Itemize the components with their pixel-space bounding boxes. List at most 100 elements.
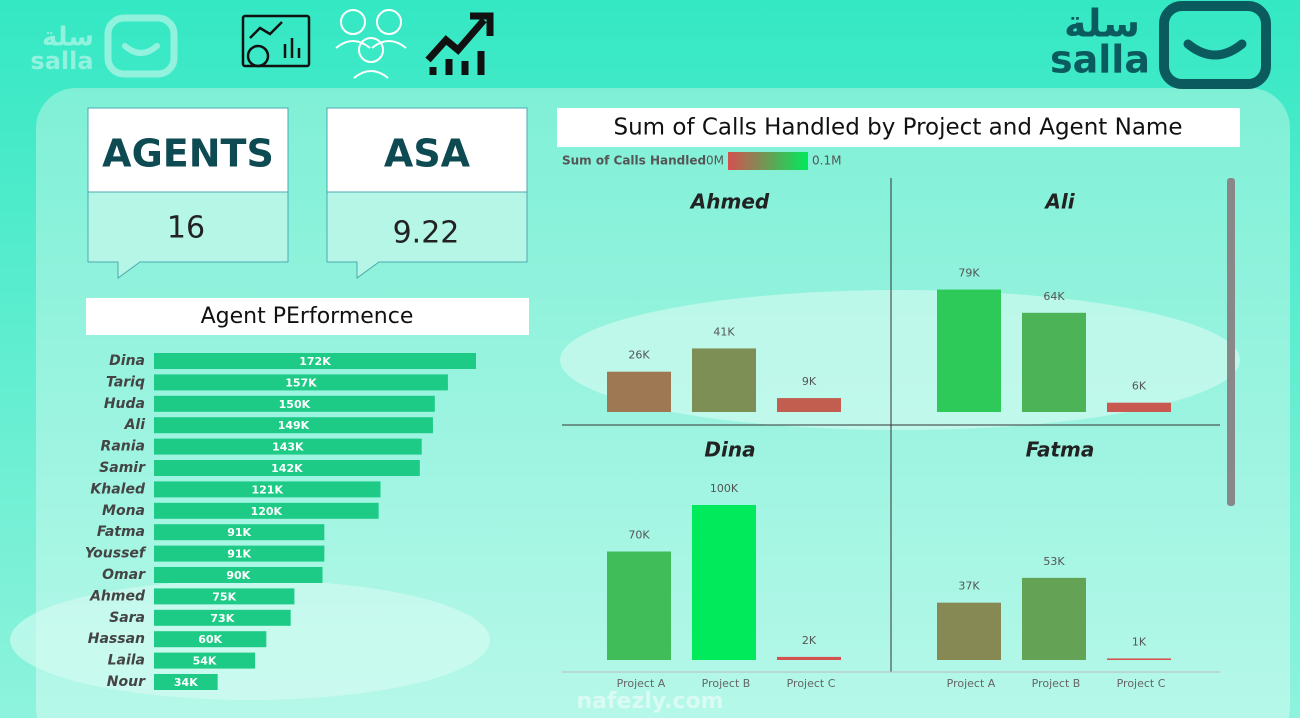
bar (1107, 402, 1171, 412)
value-label: 73K (210, 612, 234, 625)
bar (937, 602, 1001, 660)
card-value: 9.22 (393, 216, 460, 251)
bar (154, 588, 295, 605)
legend-max: 0.1M (812, 154, 841, 168)
bar (154, 417, 433, 434)
value-label: 150K (279, 398, 311, 411)
y-tick-label: Ahmed (89, 588, 146, 604)
bar (154, 502, 379, 519)
value-label: 91K (227, 548, 251, 561)
logo-faint: سلة salla (30, 14, 178, 78)
brand-latin: salla (30, 47, 93, 75)
value-label: 60K (198, 633, 222, 646)
value-label: 172K (299, 355, 331, 368)
bar (154, 374, 448, 391)
bar (154, 609, 291, 626)
legend-min: 0M (706, 154, 724, 168)
value-label: 54K (193, 655, 217, 668)
brand-arabic: سلة (1064, 2, 1140, 46)
panel-title: Dina (704, 438, 755, 462)
y-tick-label: Ali (124, 417, 146, 433)
legend-title: Sum of Calls Handled (562, 154, 706, 168)
bar (1022, 312, 1086, 412)
brand-latin: salla (1050, 38, 1150, 82)
watermark: nafezly.com (576, 689, 723, 714)
bar (777, 656, 841, 660)
y-tick-label: Fatma (97, 524, 145, 540)
chart-title: Agent PErformence (201, 304, 414, 329)
panel-title: Ali (1043, 190, 1075, 214)
bar (1107, 658, 1171, 660)
value-label: 53K (1043, 555, 1065, 568)
value-label: 75K (212, 590, 236, 603)
bar (154, 395, 435, 412)
value-label: 37K (958, 580, 980, 593)
bar (777, 398, 841, 412)
value-label: 41K (713, 325, 735, 338)
card-value: 16 (167, 211, 205, 246)
y-tick-label: Laila (108, 653, 145, 669)
x-tick-label: Project A (617, 677, 666, 690)
chart-title: Sum of Calls Handled by Project and Agen… (614, 115, 1183, 141)
value-label: 2K (802, 634, 817, 647)
scrollbar (1227, 178, 1235, 506)
title-box (86, 298, 529, 335)
panel-title: Fatma (1026, 438, 1095, 462)
y-tick-label: Rania (101, 439, 145, 455)
bar (154, 674, 218, 690)
y-tick-label: Youssef (85, 546, 147, 562)
title-box (557, 108, 1240, 147)
value-label: 121K (252, 483, 284, 496)
y-tick-label: Sara (109, 610, 145, 626)
value-label: 9K (802, 375, 817, 388)
y-tick-label: Mona (102, 503, 145, 519)
x-tick-label: Project B (702, 677, 751, 690)
bar (937, 289, 1001, 412)
value-label: 157K (285, 376, 317, 389)
bar (154, 567, 323, 583)
panel-title: Ahmed (689, 190, 770, 214)
card-asa: ASA 9.22 (326, 107, 528, 279)
y-tick-label: Huda (104, 396, 145, 412)
value-label: 142K (271, 462, 303, 475)
y-tick-label: Khaled (90, 481, 146, 497)
bar (154, 438, 422, 455)
logo-mark (1159, 1, 1271, 89)
value-label: 70K (628, 529, 650, 542)
bar (154, 524, 325, 541)
bar (1022, 577, 1086, 660)
x-tick-label: Project B (1032, 677, 1081, 690)
bar (154, 353, 476, 369)
y-tick-label: Omar (102, 567, 146, 583)
card-agents: AGENTS 16 (87, 107, 289, 279)
value-label: 6K (1132, 380, 1147, 393)
y-tick-label: Hassan (88, 631, 145, 647)
bar (607, 551, 671, 660)
bar (692, 348, 756, 412)
value-label: 143K (272, 441, 304, 454)
bar (607, 371, 671, 412)
card-title: ASA (384, 132, 471, 176)
bar (154, 652, 256, 669)
card-title: AGENTS (102, 132, 274, 176)
y-tick-label: Dina (109, 353, 145, 369)
value-label: 34K (174, 676, 198, 689)
legend-gradient (728, 152, 808, 170)
value-label: 26K (628, 349, 650, 362)
value-label: 1K (1132, 635, 1147, 648)
x-tick-label: Project C (787, 677, 836, 690)
y-tick-label: Tariq (106, 374, 145, 390)
bar (154, 460, 420, 476)
x-tick-label: Project A (947, 677, 996, 690)
bar (692, 505, 756, 660)
y-tick-label: Samir (99, 460, 146, 476)
value-label: 149K (278, 419, 310, 432)
y-tick-label: Nour (107, 674, 146, 690)
value-label: 120K (251, 505, 283, 518)
brand-arabic: سلة (42, 23, 94, 53)
icons (241, 9, 494, 79)
value-label: 64K (1043, 290, 1065, 303)
value-label: 100K (710, 482, 739, 495)
bar (154, 481, 381, 498)
